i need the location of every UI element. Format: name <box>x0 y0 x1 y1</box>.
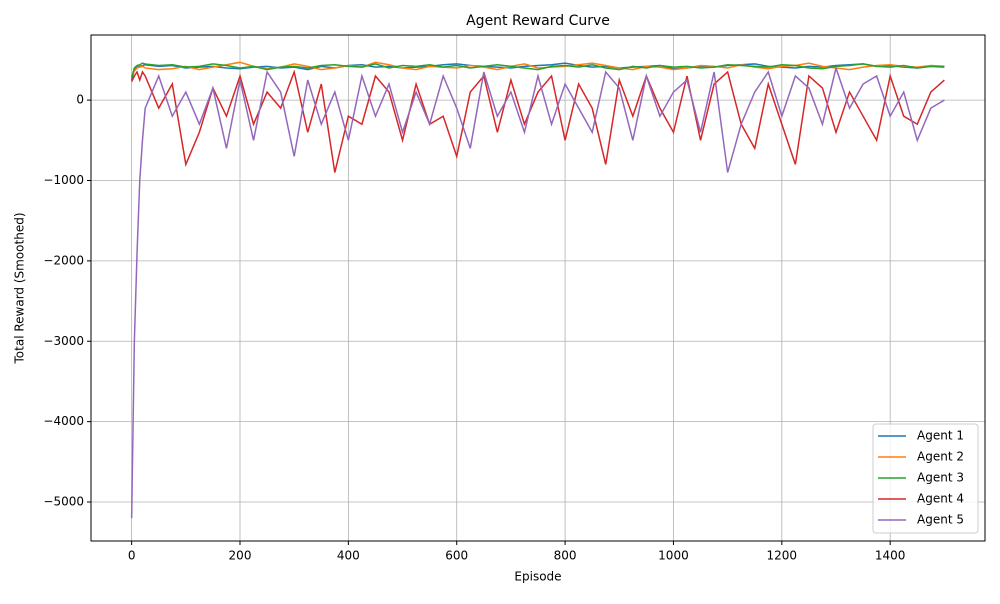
legend-label: Agent 2 <box>917 450 964 464</box>
y-axis-label: Total Reward (Smoothed) <box>13 212 27 364</box>
x-tick-label: 0 <box>128 549 136 563</box>
y-tick-label: −4000 <box>43 414 84 428</box>
chart-title: Agent Reward Curve <box>466 13 610 29</box>
x-tick-label: 600 <box>445 549 468 563</box>
x-tick-label: 1400 <box>875 549 906 563</box>
series-line <box>130 65 945 519</box>
y-tick-label: −5000 <box>43 495 84 509</box>
series-line <box>130 62 945 78</box>
x-tick-label: 400 <box>337 549 360 563</box>
x-tick-label: 800 <box>554 549 577 563</box>
grid <box>91 35 985 541</box>
x-tick-label: 200 <box>229 549 252 563</box>
series-line <box>130 69 945 173</box>
legend: Agent 1 Agent 2 Agent 3 Agent 4 Agent 5 <box>872 423 979 534</box>
legend-label: Agent 5 <box>917 513 964 527</box>
lines <box>130 61 945 519</box>
plot-frame <box>90 34 986 542</box>
y-tick-label: −3000 <box>43 334 84 348</box>
legend-label: Agent 3 <box>917 471 964 485</box>
y-tick-label: −2000 <box>43 253 84 267</box>
legend-label: Agent 1 <box>917 429 964 443</box>
y-tick-label: 0 <box>76 93 84 107</box>
y-tick-label: −1000 <box>43 173 84 187</box>
x-axis-label: Episode <box>514 570 561 584</box>
legend-box <box>872 423 979 534</box>
x-tick-label: 1200 <box>767 549 798 563</box>
legend-label: Agent 4 <box>917 492 964 506</box>
x-tick-label: 1000 <box>658 549 689 563</box>
series-line <box>130 62 945 81</box>
